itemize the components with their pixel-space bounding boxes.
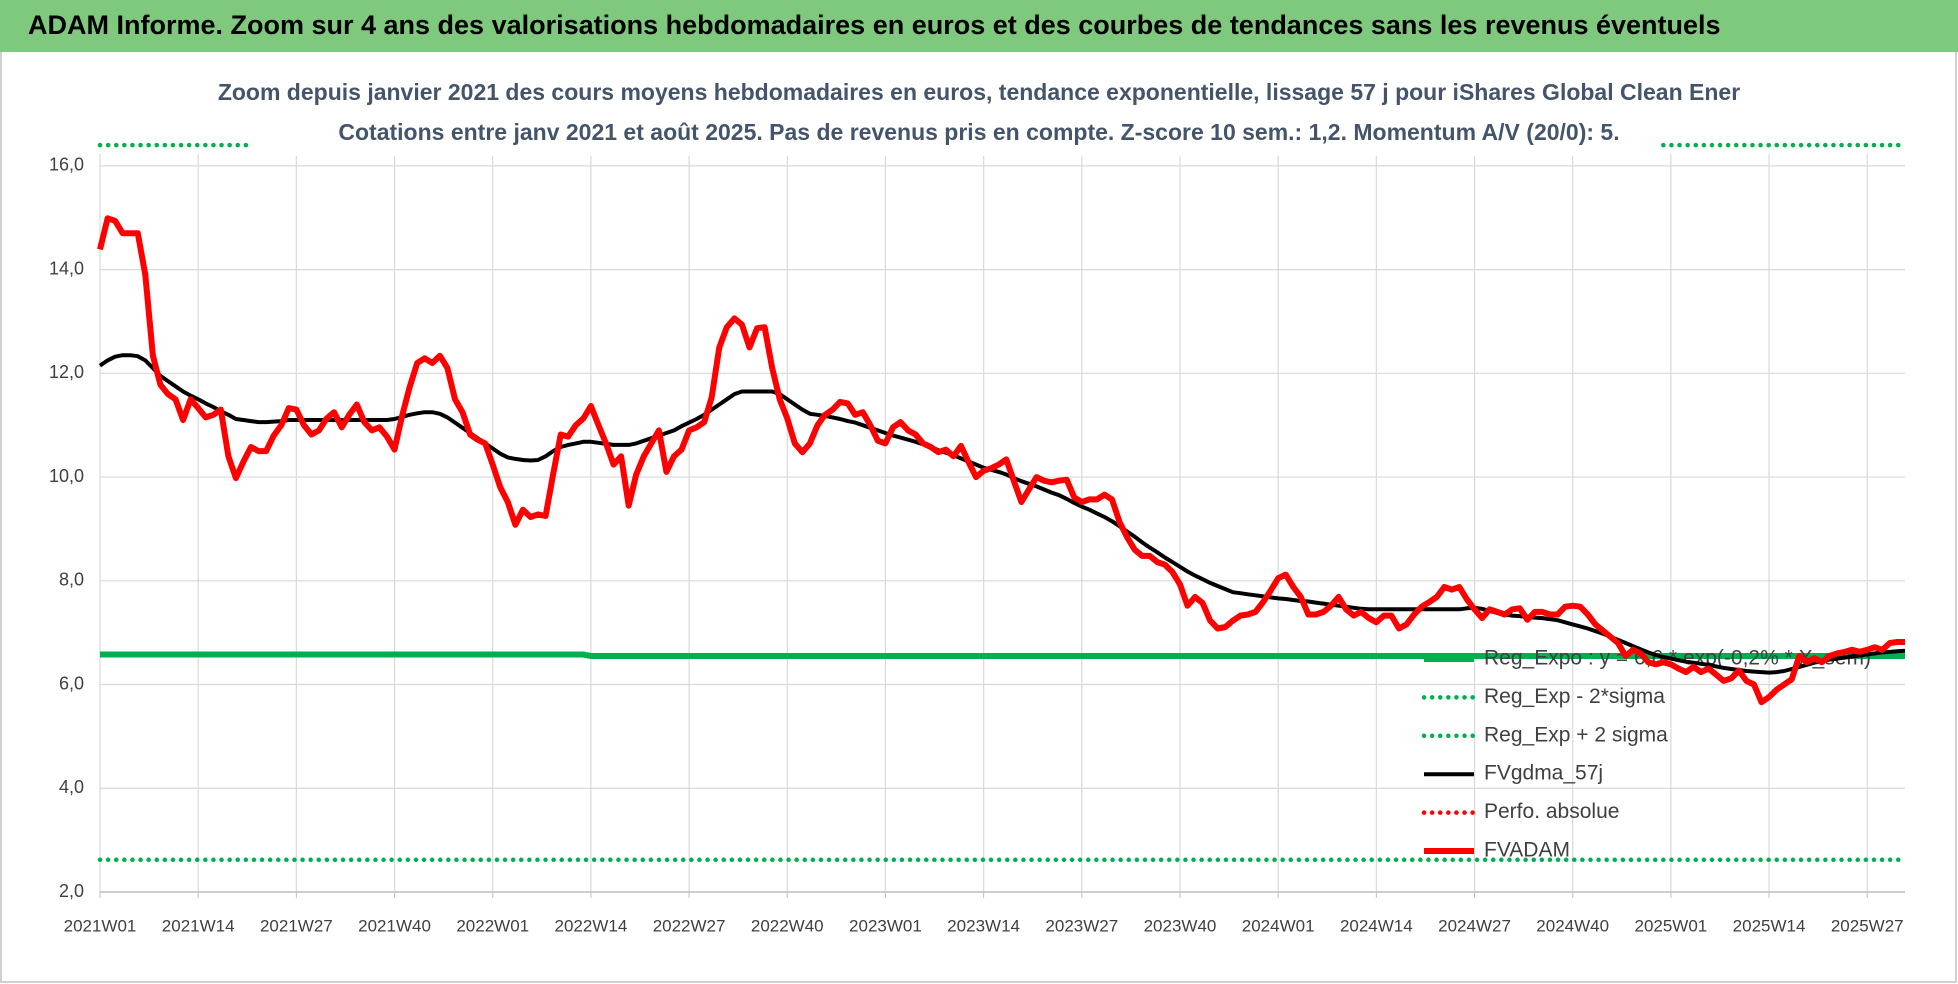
x-tick-label: 2025W01 [1634, 916, 1707, 935]
x-tick-label: 2023W01 [849, 916, 922, 935]
legend-label: Perfo. absolue [1484, 800, 1619, 823]
y-tick-label: 2,0 [59, 881, 84, 901]
x-tick-label: 2022W01 [456, 916, 529, 935]
plot-area: 2,0 4,0 6,0 8,0 10,0 12,0 14,0 16,0 2021W01 2021W… [49, 142, 1908, 935]
line-series [97, 215, 1905, 706]
legend-label: FVgdma_57j [1484, 762, 1603, 785]
chart-title: ADAM Informe. Zoom sur 4 ans des valoris… [28, 10, 1721, 40]
y-tick-label: 6,0 [59, 673, 84, 693]
x-tick-label: 2021W14 [162, 916, 235, 935]
x-tick-label: 2021W27 [260, 916, 333, 935]
y-tick-label: 16,0 [49, 155, 84, 175]
x-tick-label: 2024W14 [1340, 916, 1413, 935]
x-tick-label: 2023W40 [1144, 916, 1217, 935]
x-tick-label: 2022W14 [555, 916, 628, 935]
y-tick-label: 8,0 [59, 570, 84, 590]
x-tick-label: 2022W40 [751, 916, 824, 935]
legend-label: Reg_Exp + 2 sigma [1484, 723, 1668, 746]
y-tick-label: 10,0 [49, 466, 84, 486]
x-tick-label: 2024W27 [1438, 916, 1511, 935]
y-tick-label: 4,0 [59, 777, 84, 797]
x-tick-label: 2023W27 [1045, 916, 1118, 935]
y-tick-label: 14,0 [49, 258, 84, 278]
x-tick-label: 2024W01 [1242, 916, 1315, 935]
chart-subtitle: Cotations entre janv 2021 et août 2025. … [338, 119, 1619, 145]
x-tick-label: 2021W01 [64, 916, 137, 935]
legend-label: FVADAM [1484, 839, 1570, 862]
title-banner [0, 0, 1958, 52]
chart-subtitle: Zoom depuis janvier 2021 des cours moyen… [218, 79, 1740, 105]
legend-label: Reg_Exp - 2*sigma [1484, 685, 1665, 708]
x-tick-label: 2021W40 [358, 916, 431, 935]
x-tick-label: 2023W14 [947, 916, 1020, 935]
x-tick-label: 2022W27 [653, 916, 726, 935]
line-series [100, 651, 1905, 659]
y-tick-label: 12,0 [49, 362, 84, 382]
x-tick-label: 2025W27 [1831, 916, 1904, 935]
x-tick-label: 2024W40 [1536, 916, 1609, 935]
subtitle-box [250, 72, 1660, 156]
x-tick-label: 2025W14 [1733, 916, 1806, 935]
